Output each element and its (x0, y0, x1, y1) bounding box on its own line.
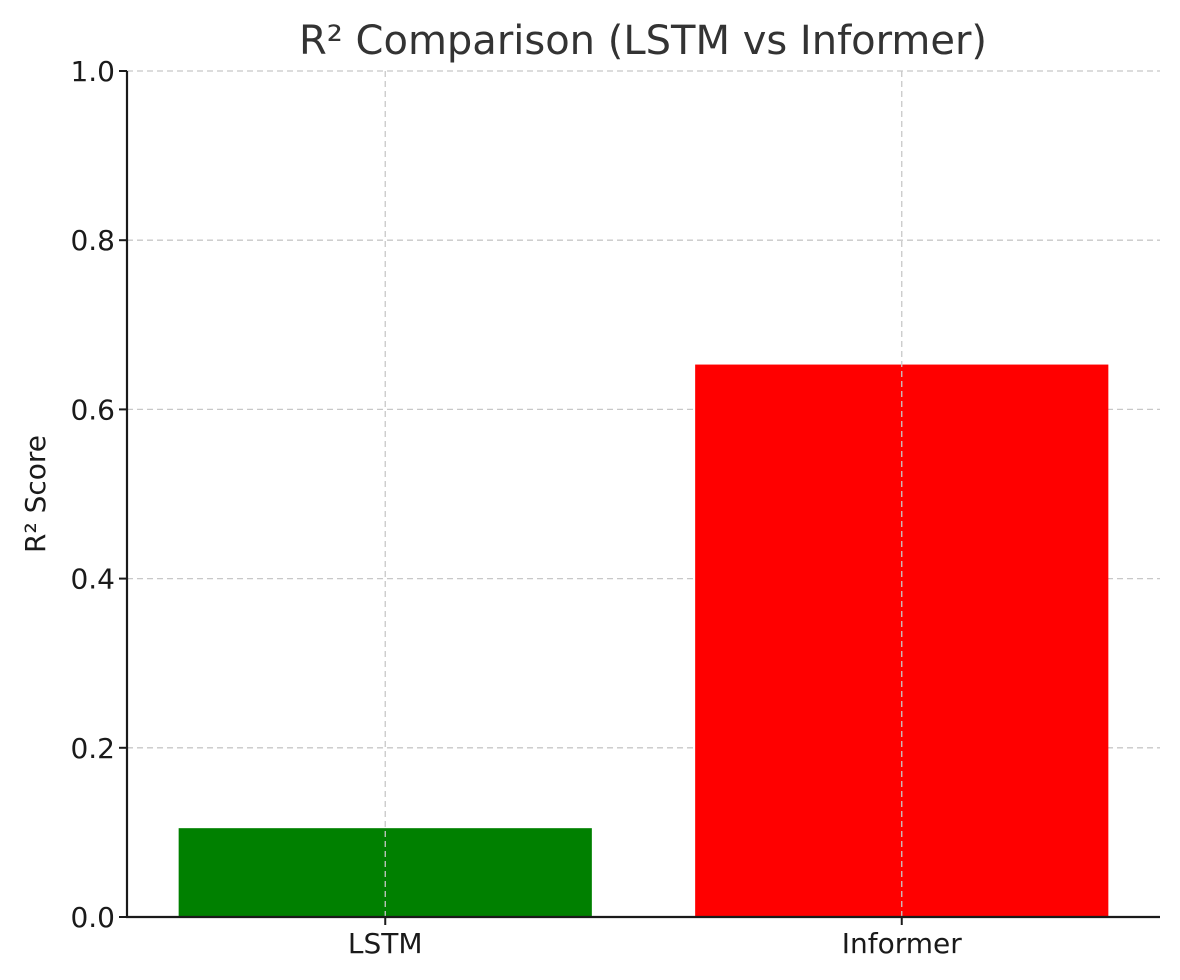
y-tick-label: 0.0 (70, 901, 115, 934)
y-axis-label: R² Score (19, 435, 52, 553)
y-tick-label: 0.2 (70, 732, 115, 765)
y-tick-label: 0.8 (70, 224, 115, 257)
bar-layer (178, 364, 1109, 917)
y-tick-layer: 0.0 0.2 0.4 0.6 0.8 1.0 (70, 55, 127, 934)
y-tick-label: 1.0 (70, 55, 115, 88)
y-tick-label: 0.4 (70, 563, 115, 596)
chart-title: R² Comparison (LSTM vs Informer) (299, 18, 987, 64)
y-tick-label: 0.6 (70, 393, 115, 426)
x-tick-layer: LSTM Informer (348, 917, 962, 960)
x-tick-label: LSTM (348, 927, 423, 960)
vertical-grid-layer (384, 71, 903, 917)
x-tick-label: Informer (842, 927, 963, 960)
